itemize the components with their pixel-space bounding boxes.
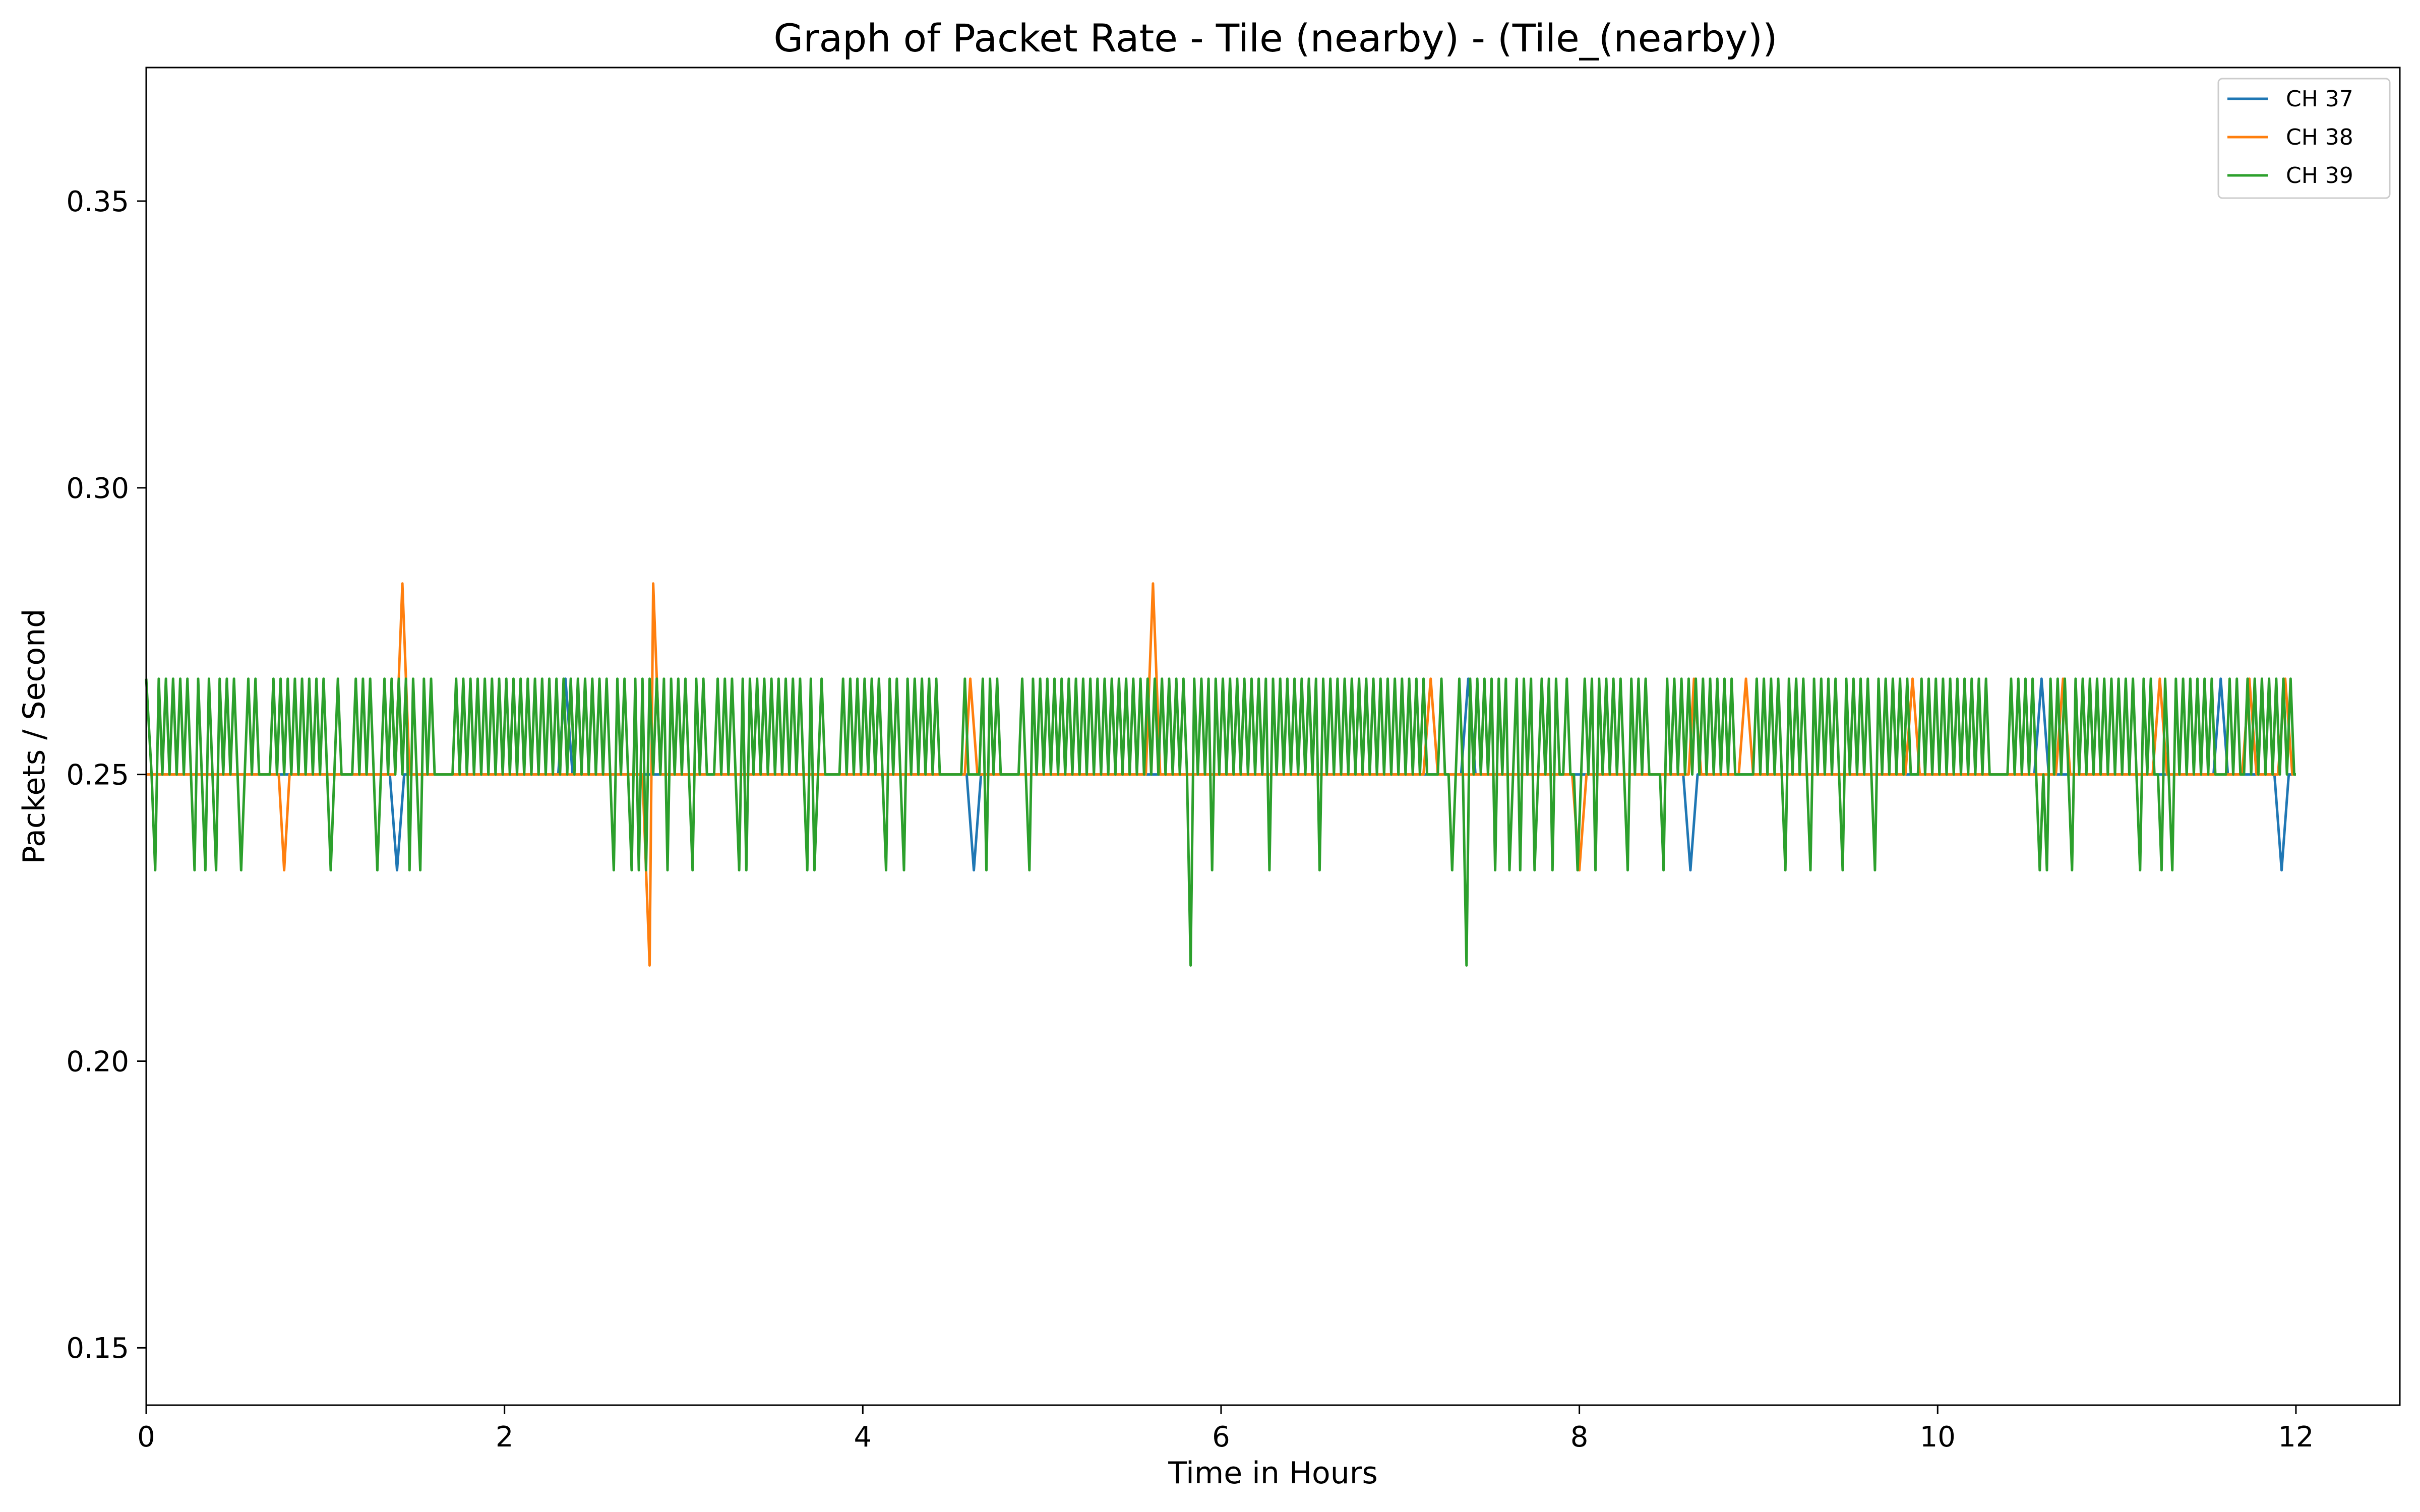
legend-label-ch-39: CH 39	[2286, 163, 2353, 188]
y-tick-label: 0.15	[66, 1332, 129, 1365]
legend-label-ch-38: CH 38	[2286, 124, 2353, 150]
series-line-ch-39	[145, 677, 2296, 967]
x-tick-label: 2	[496, 1421, 514, 1454]
x-tick-label: 0	[137, 1421, 155, 1454]
legend-label-ch-37: CH 37	[2286, 86, 2353, 112]
y-tick-label: 0.35	[66, 185, 129, 218]
x-tick-label: 8	[1570, 1421, 1589, 1454]
series-layer	[145, 582, 2296, 967]
chart-title: Graph of Packet Rate - Tile (nearby) - (…	[773, 16, 1777, 60]
y-axis: 0.15 0.20 0.25 0.30 0.35	[66, 185, 146, 1365]
x-tick-label: 4	[854, 1421, 872, 1454]
plot-area	[145, 67, 2401, 1406]
legend: CH 37 CH 38 CH 39	[2217, 78, 2391, 199]
legend-items: CH 37 CH 38 CH 39	[2227, 86, 2353, 188]
plot-frame	[145, 67, 2401, 1406]
x-tick-label: 10	[1920, 1421, 1956, 1454]
x-axis: 0 2 4 6 8 10 12	[137, 1405, 2314, 1454]
y-tick-label: 0.30	[66, 472, 129, 505]
x-tick-label: 12	[2278, 1421, 2314, 1454]
y-axis-title: Packets / Second	[17, 609, 52, 864]
y-tick-label: 0.25	[66, 759, 129, 792]
x-axis-title: Time in Hours	[1168, 1456, 1377, 1491]
legend-box	[2217, 78, 2391, 199]
x-tick-label: 6	[1212, 1421, 1230, 1454]
y-tick-label: 0.20	[66, 1045, 129, 1078]
